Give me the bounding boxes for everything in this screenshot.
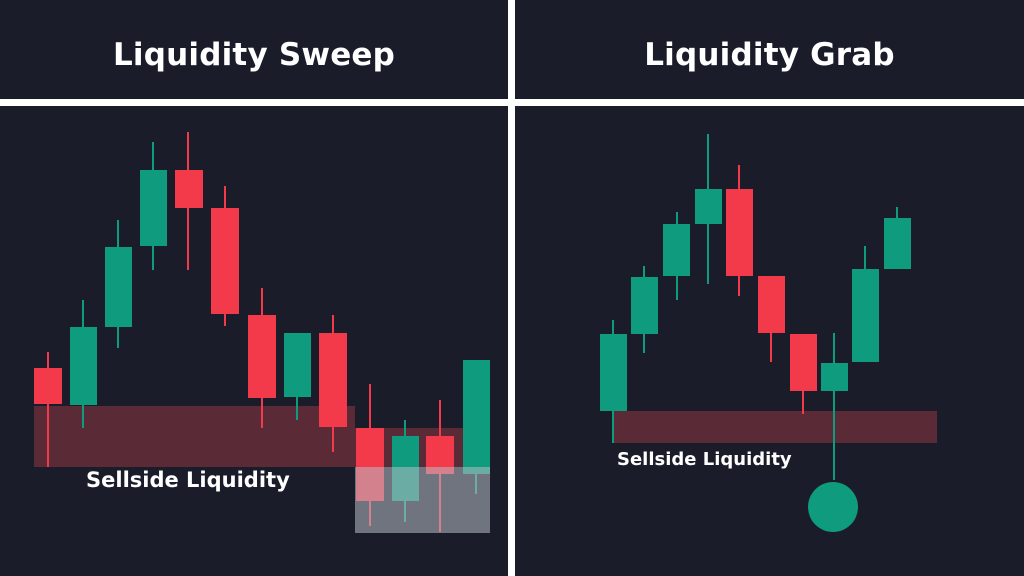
left-candle-9 [319, 315, 347, 452]
right-sellside-liquidity-zone [613, 411, 937, 443]
left-candle-7 [248, 288, 276, 428]
left-candle-5 [175, 132, 203, 270]
left-zone-label: Sellside Liquidity [86, 468, 290, 492]
left-candle-8 [284, 333, 311, 420]
grab-marker-circle [808, 482, 858, 532]
left-candle-2 [70, 300, 97, 428]
right-candle-3 [663, 212, 690, 300]
left-sweep-highlight-box [355, 467, 490, 533]
right-candles [600, 134, 911, 480]
right-candle-6 [758, 276, 785, 362]
left-panel-title: Liquidity Sweep [112, 37, 396, 73]
right-candle-5 [726, 165, 753, 296]
right-candle-4 [695, 134, 722, 284]
right-candle-1 [600, 320, 627, 443]
panel-divider-horizontal [0, 99, 1024, 106]
right-candle-10 [884, 207, 911, 269]
left-sellside-liquidity-zone [34, 406, 355, 467]
right-candle-8 [821, 333, 848, 480]
right-panel-title: Liquidity Grab [644, 37, 895, 73]
panel-divider-vertical [508, 0, 515, 576]
left-candle-6 [211, 186, 239, 326]
right-candle-9 [852, 246, 879, 362]
left-candle-4 [140, 142, 167, 270]
right-candle-2 [631, 266, 658, 353]
left-candle-13 [463, 360, 490, 494]
left-candle-1 [34, 352, 62, 467]
left-candle-3 [105, 220, 132, 348]
right-zone-label: Sellside Liquidity [617, 449, 792, 470]
right-candle-7 [790, 334, 817, 414]
